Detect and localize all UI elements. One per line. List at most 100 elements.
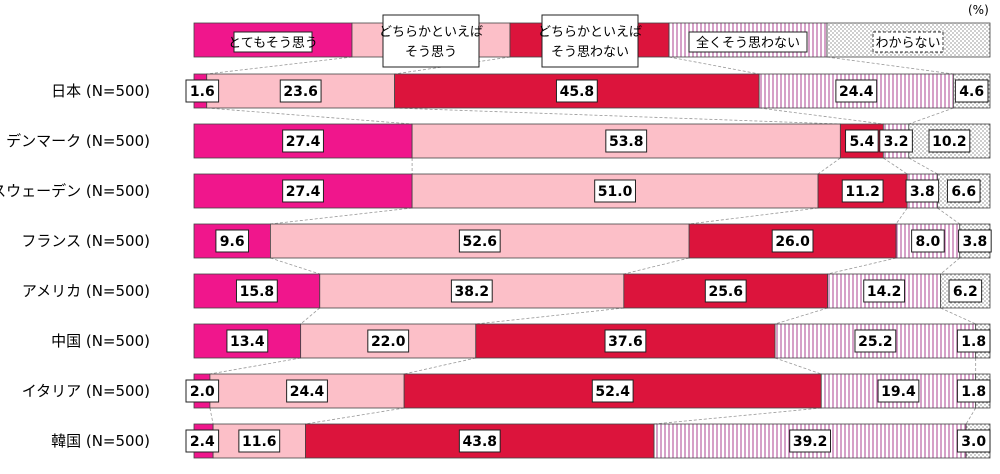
- value-label-box: [604, 329, 647, 353]
- legend-label-2: どちらかといえばそう思わない: [538, 25, 642, 60]
- connector-line: [270, 257, 320, 275]
- value-label: 24.4: [290, 384, 325, 400]
- value-label: 38.2: [455, 284, 490, 300]
- connector-lines: [206, 56, 977, 425]
- value-label-box: [905, 179, 940, 203]
- value-label: 52.4: [595, 384, 630, 400]
- value-label-box: [286, 379, 328, 403]
- legend-box-4: [872, 31, 944, 53]
- connector-line: [940, 257, 961, 275]
- value-label-box: [185, 79, 220, 103]
- value-label-box: [911, 229, 945, 253]
- value-label-box: [555, 79, 598, 103]
- value-label: 39.2: [793, 434, 828, 450]
- connector-line: [895, 207, 908, 225]
- connector-line: [668, 56, 760, 75]
- legend-label-4: わからない: [875, 36, 940, 51]
- value-label: 9.6: [220, 234, 245, 250]
- value-label-box: [771, 229, 814, 253]
- connector-line: [940, 307, 976, 325]
- value-label-box: [235, 279, 278, 303]
- value-label-box: [185, 379, 220, 403]
- value-label-box: [591, 379, 634, 403]
- value-label: 1.8: [961, 384, 986, 400]
- connector-line: [827, 257, 897, 275]
- connector-line: [394, 56, 511, 75]
- value-label-box: [450, 279, 493, 303]
- value-label: 1.6: [190, 84, 215, 100]
- value-label: 52.6: [462, 234, 497, 250]
- value-labels: 1.6 23.6 45.8 24.4 4.6 27.4 53.8 5.4 3.2 10.2 27.4…: [185, 79, 992, 453]
- value-label-box: [877, 379, 920, 403]
- legend-box-3: [688, 31, 808, 53]
- value-label-box: [845, 129, 879, 153]
- connector-line: [300, 307, 321, 325]
- value-label-box: [958, 229, 992, 253]
- value-label-box: [367, 329, 410, 353]
- value-label-box: [835, 79, 878, 103]
- connector-line: [209, 407, 214, 425]
- category-label: アメリカ (N=500): [22, 282, 150, 300]
- category-label: 中国 (N=500): [51, 332, 150, 350]
- connector-line: [654, 407, 822, 425]
- value-label-box: [279, 79, 322, 103]
- value-label-box: [458, 429, 501, 453]
- value-label-box: [282, 129, 324, 153]
- connector-line: [689, 207, 819, 225]
- value-label-box: [956, 429, 991, 453]
- value-label: 3.8: [910, 184, 935, 200]
- legend: とてもそう思う どちらかといえばそう思う どちらかといえばそう思わない 全くそう思わな…: [193, 14, 991, 68]
- value-label: 27.4: [286, 134, 321, 150]
- value-label-box: [215, 229, 250, 253]
- legend-box-1: [382, 14, 480, 68]
- value-label: 1.8: [961, 334, 986, 350]
- value-label-box: [226, 329, 269, 353]
- connector-line: [394, 107, 841, 125]
- value-label-box: [841, 179, 884, 203]
- connector-line: [206, 107, 413, 125]
- value-label-box: [594, 179, 636, 203]
- value-label: 2.0: [190, 384, 215, 400]
- value-label-box: [946, 179, 981, 203]
- value-label: 8.0: [916, 234, 941, 250]
- connector-line: [774, 307, 828, 325]
- value-label-box: [956, 379, 991, 403]
- value-label-box: [948, 279, 983, 303]
- legend-label-1: どちらかといえばそう思う: [379, 25, 483, 60]
- connector-line: [937, 207, 960, 225]
- value-label: 43.8: [462, 434, 497, 450]
- unit-label: (%): [968, 3, 989, 17]
- category-label: フランス (N=500): [21, 232, 150, 250]
- value-label: 3.2: [884, 134, 909, 150]
- value-label-box: [789, 429, 832, 453]
- value-label-box: [863, 279, 906, 303]
- category-labels: 日本 (N=500) デンマーク (N=500) スウェーデン (N=500) フラン…: [0, 82, 150, 450]
- value-label: 10.2: [932, 134, 967, 150]
- value-label-box: [458, 229, 501, 253]
- value-label: 45.8: [560, 84, 595, 100]
- value-label: 13.4: [230, 334, 265, 350]
- value-label-box: [956, 329, 991, 353]
- value-label: 5.4: [849, 134, 874, 150]
- legend-label-3: 全くそう思わない: [696, 35, 800, 51]
- legend-label-0: とてもそう思う: [228, 36, 318, 51]
- value-label: 4.6: [959, 84, 984, 100]
- value-label-box: [238, 429, 281, 453]
- connector-line: [270, 207, 413, 225]
- connector-line: [965, 407, 977, 425]
- value-label: 6.6: [951, 184, 976, 200]
- connector-line: [883, 157, 908, 175]
- value-label-box: [854, 329, 897, 353]
- value-label-box: [704, 279, 747, 303]
- connector-line: [908, 157, 938, 175]
- value-label-box: [185, 429, 220, 453]
- connector-line: [908, 107, 954, 125]
- legend-box-2: [541, 14, 639, 68]
- value-label: 27.4: [286, 184, 321, 200]
- connector-line: [826, 56, 954, 75]
- category-label: スウェーデン (N=500): [0, 182, 150, 200]
- value-label-box: [928, 129, 971, 153]
- connector-line: [817, 157, 841, 175]
- category-label: イタリア (N=500): [22, 382, 150, 400]
